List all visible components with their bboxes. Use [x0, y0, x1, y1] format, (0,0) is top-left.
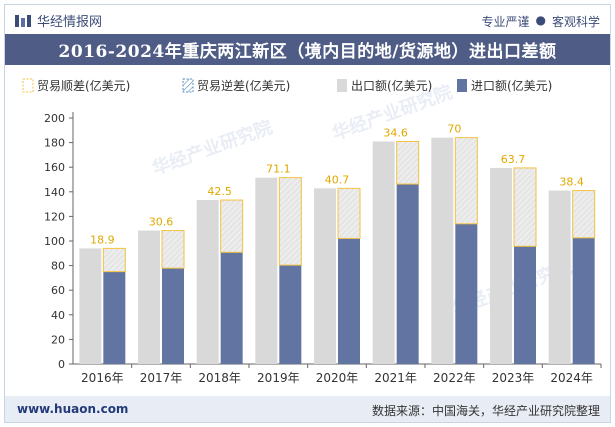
chart-card: 华经情报网 专业严谨 ● 客观科学 2016-2024年重庆两江新区（境内目的地…: [4, 4, 611, 423]
surplus-bar: [572, 190, 596, 239]
surplus-bar: [220, 199, 244, 253]
surplus-data-label: 71.1: [266, 163, 291, 176]
y-tick-label: 40: [51, 309, 65, 322]
x-tick-label: 2019年: [257, 371, 300, 385]
slogan: 专业严谨 ● 客观科学: [481, 13, 600, 30]
surplus-bar: [161, 230, 185, 269]
footer-url[interactable]: www.huaon.com: [17, 402, 129, 416]
y-tick-label: 140: [44, 186, 65, 199]
brand-name: 华经情报网: [37, 15, 103, 30]
x-tick-label: 2022年: [433, 371, 476, 385]
legend-label: 出口额(亿美元): [351, 78, 432, 93]
slogan-right: 客观科学: [551, 15, 600, 29]
surplus-bar: [102, 247, 126, 273]
watermark-text: 华经产业研究院: [149, 116, 275, 180]
import-bar: [514, 246, 536, 364]
surplus-data-label: 40.7: [325, 173, 350, 186]
x-tick-label: 2021年: [374, 371, 417, 385]
slogan-left: 专业严谨: [481, 15, 530, 29]
x-tick-label: 2024年: [550, 371, 593, 385]
export-bar: [431, 137, 454, 364]
y-tick-label: 60: [51, 284, 65, 297]
surplus-bar: [396, 140, 420, 185]
surplus-bar: [337, 187, 361, 239]
x-tick-label: 2016年: [81, 371, 124, 385]
x-tick-label: 2017年: [140, 371, 183, 385]
x-tick-label: 2023年: [492, 371, 535, 385]
x-tick-label: 2018年: [198, 371, 241, 385]
legend-label: 进口额(亿美元): [471, 78, 552, 93]
export-bar: [490, 167, 512, 364]
import-bar: [103, 271, 126, 364]
x-tick-label: 2020年: [316, 371, 359, 385]
surplus-data-label: 38.4: [559, 176, 584, 189]
import-bar: [279, 265, 302, 364]
import-bar: [455, 223, 478, 364]
chart-title: 2016-2024年重庆两江新区（境内目的地/货源地）进出口差额: [5, 34, 610, 65]
brand-logo-icon: [15, 14, 31, 27]
legend-swatch: [337, 79, 347, 92]
surplus-data-label: 42.5: [207, 185, 232, 198]
legend-swatch: [22, 78, 34, 93]
import-bar: [338, 238, 360, 364]
legend-swatch: [182, 78, 194, 93]
export-bar: [314, 188, 336, 364]
brand: 华经情报网: [15, 11, 102, 30]
export-bar: [79, 248, 102, 364]
surplus-bar: [513, 167, 537, 247]
y-tick-label: 100: [44, 235, 65, 248]
slogan-dot: ●: [535, 13, 546, 27]
import-bar: [220, 252, 243, 364]
legend-label: 贸易逆差(亿美元): [197, 78, 290, 93]
export-bar: [255, 177, 278, 364]
surplus-bar: [278, 177, 302, 266]
surplus-data-label: 70: [447, 123, 461, 136]
surplus-data-label: 18.9: [90, 233, 115, 246]
top-bar: 华经情报网 专业严谨 ● 客观科学: [5, 5, 610, 33]
y-tick-label: 20: [51, 333, 65, 346]
export-bar: [372, 141, 395, 364]
y-tick-label: 0: [58, 358, 65, 371]
y-tick-label: 200: [44, 112, 65, 125]
export-bar: [548, 190, 571, 364]
y-tick-label: 120: [44, 210, 65, 223]
import-bar: [572, 237, 595, 364]
export-bar: [138, 230, 160, 364]
data-source: 数据来源：中国海关，华经产业研究院整理: [371, 404, 600, 418]
surplus-data-label: 34.6: [383, 126, 408, 139]
legend-swatch: [457, 79, 467, 92]
import-bar: [162, 268, 184, 364]
legend-label: 贸易顺差(亿美元): [37, 78, 130, 93]
footer: www.huaon.com 数据来源：中国海关，华经产业研究院整理: [5, 396, 610, 422]
y-tick-label: 80: [51, 260, 65, 273]
import-bar: [396, 184, 419, 364]
y-tick-label: 160: [44, 161, 65, 174]
surplus-bar: [454, 137, 478, 225]
export-bar: [196, 200, 219, 364]
y-tick-label: 180: [44, 137, 65, 150]
surplus-data-label: 63.7: [501, 153, 526, 166]
surplus-data-label: 30.6: [149, 216, 174, 229]
